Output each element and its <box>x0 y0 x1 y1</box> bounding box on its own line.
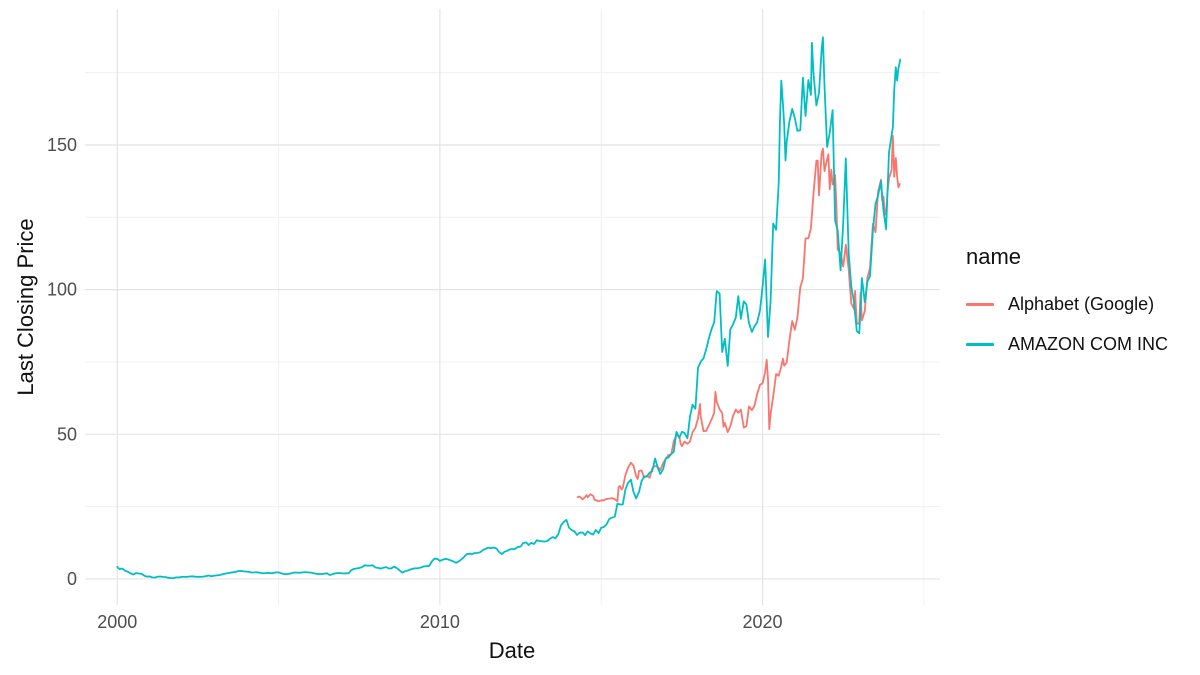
legend-item-amazon: AMAZON COM INC <box>966 324 1168 364</box>
y-tick-label: 100 <box>47 280 77 300</box>
legend-label-amazon: AMAZON COM INC <box>1008 333 1168 354</box>
legend: name Alphabet (Google) AMAZON COM INC <box>966 244 1168 364</box>
amazon-line-key-icon <box>966 342 994 346</box>
y-tick-label: 50 <box>57 424 77 444</box>
x-tick-label: 2010 <box>420 612 460 632</box>
y-tick-label: 0 <box>67 569 77 589</box>
legend-label-alphabet: Alphabet (Google) <box>1008 293 1155 314</box>
legend-title: name <box>966 244 1022 269</box>
x-tick-label: 2020 <box>743 612 783 632</box>
series-line-alphabet <box>576 134 901 503</box>
x-axis-title: Date <box>488 638 536 663</box>
series-line-amazon <box>116 36 902 579</box>
alphabet-line-key-icon <box>966 302 994 306</box>
y-tick-label: 150 <box>47 135 77 155</box>
y-axis-title: Last Closing Price <box>13 218 38 396</box>
x-tick-label: 2000 <box>97 612 137 632</box>
legend-item-alphabet: Alphabet (Google) <box>966 284 1168 324</box>
